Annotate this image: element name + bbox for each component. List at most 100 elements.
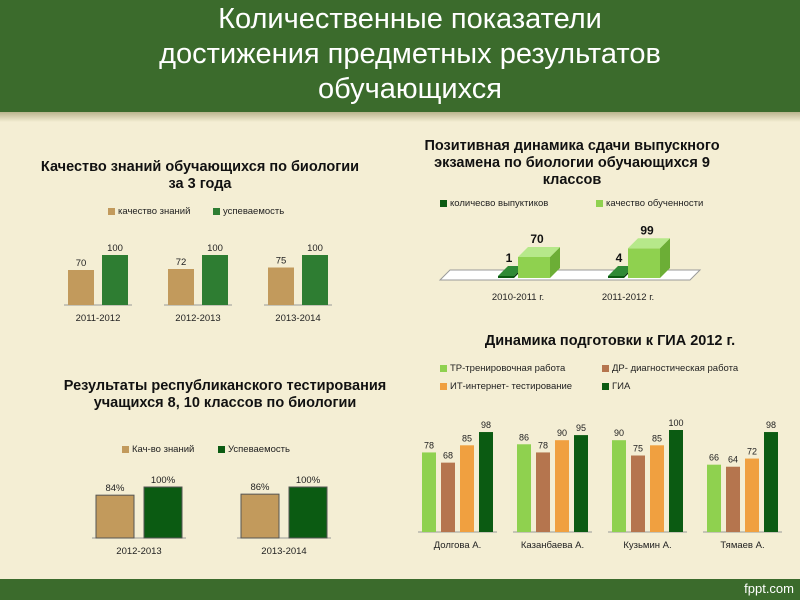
- category-label-1: 2010-2011 г.: [492, 292, 544, 303]
- chart4-plot: 78 68 85 98 Долгова А. 86 78 90 95 Казанбаева А. 9…: [418, 418, 782, 551]
- header-shadow: [0, 112, 800, 122]
- data-label-1-3: 90: [614, 428, 624, 438]
- data-label-1-1: 78: [424, 440, 434, 450]
- bar-1-4: [707, 464, 721, 532]
- chart2-legend-label-1: количесво выпуктиков: [450, 198, 549, 209]
- category-label-3: Кузьмин А.: [623, 540, 671, 551]
- data-label-4-2: 95: [576, 423, 586, 433]
- category-label-3: 2013-2014: [275, 313, 320, 324]
- bar-1-2: [168, 269, 194, 305]
- chart1-title: Качество знаний обучающихся по биологии …: [40, 159, 360, 192]
- chart4-legend-item-4: ГИА: [602, 381, 630, 392]
- chart1-legend-label-2: успеваемость: [223, 206, 285, 217]
- data-label-2-3: 75: [633, 444, 643, 454]
- bar-4-1: [479, 432, 493, 532]
- chart1-legend-item-1: качество знаний: [108, 206, 190, 217]
- bar-1-1: [68, 270, 94, 305]
- bar-top-1-1: [498, 266, 524, 276]
- data-label-2-2: 78: [538, 440, 548, 450]
- chart1-legend-item-2: успеваемость: [213, 206, 284, 217]
- title-line-2: достижения предметных результатов: [159, 38, 661, 70]
- bar-2-1: [143, 486, 183, 539]
- chart3-legend-item-2: Успеваемость: [218, 444, 290, 455]
- category-label-2: 2011-2012 г.: [602, 292, 654, 303]
- bar-front-2-2: [628, 248, 660, 278]
- chart3-legend-label-1: Кач-во знаний: [132, 444, 195, 455]
- bar-1-3: [268, 267, 294, 305]
- data-label-1-2: 86: [519, 432, 529, 442]
- category-label-1: Долгова А.: [434, 540, 482, 551]
- data-label-1-4: 66: [709, 453, 719, 463]
- chart4-legend-swatch-3: [440, 382, 447, 390]
- data-label-1-2: 4: [616, 251, 623, 265]
- bar-front-2-1: [518, 257, 550, 278]
- chart4-legend-item-3: ИТ-интернет- тестирование: [440, 381, 572, 392]
- bar-4-4: [764, 432, 778, 532]
- chart2-plot: 1 70 2010-2011 г. 4 99 2011-2012 г.: [438, 223, 702, 303]
- data-label-2-1: 100%: [151, 475, 176, 486]
- chart4-legend-swatch-1: [440, 364, 447, 372]
- data-label-2-2: 100%: [296, 475, 321, 486]
- data-label-4-1: 98: [481, 420, 491, 430]
- bar-2-1: [441, 462, 455, 532]
- bar-2-1: [102, 255, 128, 305]
- data-label-1-2: 86%: [250, 482, 270, 493]
- chart3-legend-swatch-2: [218, 445, 225, 453]
- bar-2-2: [288, 486, 328, 539]
- bar-1-2: [240, 493, 280, 539]
- bar-side-2-1: [550, 247, 560, 278]
- chart3-legend-swatch-1: [122, 445, 129, 453]
- bar-side-2-2: [660, 238, 670, 278]
- chart4-legend-label-3: ИТ-интернет- тестирование: [450, 381, 573, 392]
- bar-3-2: [555, 440, 569, 532]
- data-label-3-2: 90: [557, 428, 567, 438]
- data-label-1-3: 75: [276, 256, 287, 267]
- bar-4-2: [574, 435, 588, 532]
- data-label-2-1: 100: [107, 243, 123, 254]
- data-label-2-2: 100: [207, 243, 223, 254]
- chart2-legend-swatch-2: [596, 199, 603, 207]
- slide-title: Количественные показатели достижения пре…: [60, 2, 760, 107]
- chart4-legend-label-1: ТР-тренировочная работа: [450, 363, 566, 374]
- bar-top-2-1: [518, 247, 560, 257]
- chart4-legend-label-2: ДР- диагностическая работа: [612, 363, 739, 374]
- chart3-legend-label-2: Успеваемость: [228, 444, 290, 455]
- header-bar: [0, 0, 800, 112]
- footer-brand: fppt.com: [744, 581, 794, 596]
- chart4-legend-item-2: ДР- диагностическая работа: [602, 363, 738, 374]
- bar-2-3: [631, 455, 645, 532]
- data-label-4-3: 100: [668, 418, 683, 428]
- data-label-1-1: 70: [76, 258, 87, 269]
- chart1-legend-swatch-1: [108, 207, 115, 215]
- chart3-title: Результаты республиканского тестирования…: [63, 378, 387, 411]
- chart4-legend-swatch-4: [602, 382, 609, 390]
- bar-1-1: [422, 452, 436, 532]
- bar-3-3: [650, 445, 664, 532]
- footer-bar: fppt.com: [0, 579, 800, 600]
- category-label-4: Тямаев А.: [720, 540, 764, 551]
- data-label-1-1: 84%: [105, 483, 125, 494]
- chart2-legend-swatch-1: [440, 199, 447, 207]
- bar-3-1: [460, 445, 474, 532]
- bar-4-3: [669, 430, 683, 532]
- chart3-plot: 84% 100% 2012-2013 86% 100% 2013-2014: [92, 475, 331, 557]
- chart4-legend-item-1: ТР-тренировочная работа: [440, 363, 565, 374]
- data-label-3-1: 85: [462, 433, 472, 443]
- chart4-title: Динамика подготовки к ГИА 2012 г.: [484, 333, 736, 349]
- data-label-2-4: 64: [728, 455, 738, 465]
- data-label-1-1: 1: [506, 251, 513, 265]
- category-label-1: 2011-2012: [76, 313, 121, 324]
- data-label-1-2: 72: [176, 257, 187, 268]
- chart2-legend-item-1: количесво выпуктиков: [440, 198, 548, 209]
- title-line-1: Количественные показатели: [218, 3, 602, 35]
- data-label-3-4: 72: [747, 447, 757, 457]
- category-label-1: 2012-2013: [116, 546, 161, 557]
- chart2-legend-label-2: качество обученности: [606, 198, 704, 209]
- bar-front-1-1: [498, 276, 514, 278]
- category-label-2: 2012-2013: [175, 313, 220, 324]
- data-label-2-1: 70: [530, 232, 544, 246]
- chart2-legend-item-2: качество обученности: [596, 198, 703, 209]
- chart1-legend-swatch-2: [213, 207, 220, 215]
- bar-2-2: [202, 255, 228, 305]
